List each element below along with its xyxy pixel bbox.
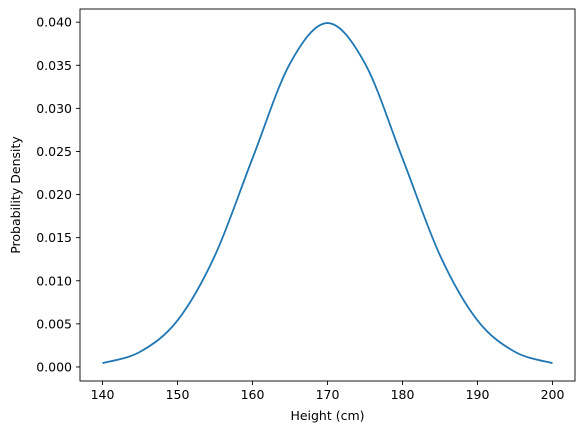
x-tick-label: 140 (91, 387, 115, 402)
density-curve-line (102, 22, 553, 365)
y-tick-label: 0.000 (36, 359, 72, 374)
y-tick-label: 0.030 (36, 101, 72, 116)
x-tick-label: 180 (391, 387, 415, 402)
y-tick-label: 0.010 (36, 273, 72, 288)
x-tick-label: 170 (316, 387, 340, 402)
y-tick-label: 0.025 (36, 144, 72, 159)
y-tick-label: 0.035 (36, 58, 72, 73)
y-tick-label: 0.005 (36, 316, 72, 331)
x-axis-label: Height (cm) (290, 408, 364, 423)
y-tick-label: 0.015 (36, 230, 72, 245)
x-tick-label: 150 (166, 387, 190, 402)
x-tick-label: 160 (241, 387, 265, 402)
y-axis-label: Probability Density (8, 136, 23, 254)
y-axis: 0.000 0.005 0.010 0.015 0.020 0.025 0.030 0.035… (36, 15, 80, 374)
x-tick-label: 200 (541, 387, 565, 402)
plot-frame (79, 8, 576, 382)
x-axis: 140 150 160 170 180 190 200 (91, 381, 565, 402)
x-tick-label: 190 (466, 387, 490, 402)
y-tick-label: 0.020 (36, 187, 72, 202)
y-tick-label: 0.040 (36, 15, 72, 30)
